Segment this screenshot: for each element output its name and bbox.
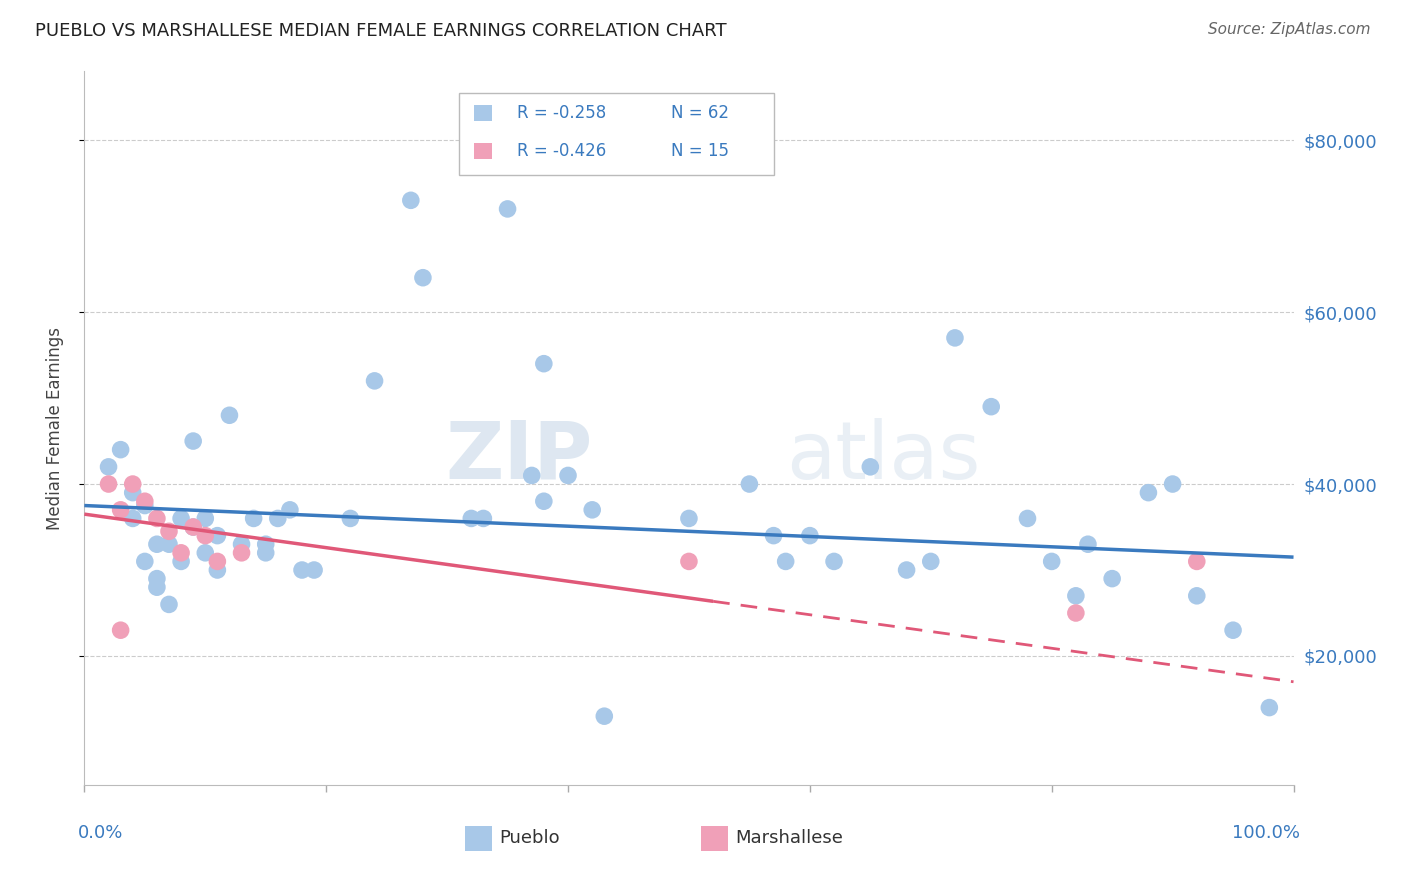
Point bbox=[170, 546, 193, 560]
Point bbox=[859, 459, 882, 474]
Text: 100.0%: 100.0% bbox=[1232, 824, 1299, 842]
Point bbox=[339, 511, 361, 525]
Point bbox=[121, 477, 143, 491]
Point bbox=[134, 554, 156, 568]
FancyBboxPatch shape bbox=[474, 144, 492, 159]
Point bbox=[170, 554, 193, 568]
Text: Marshallese: Marshallese bbox=[735, 830, 842, 847]
Text: R = -0.258: R = -0.258 bbox=[517, 103, 606, 121]
Point bbox=[267, 511, 290, 525]
Point bbox=[496, 202, 519, 216]
Point bbox=[581, 503, 603, 517]
Point bbox=[1040, 554, 1063, 568]
Point bbox=[823, 554, 845, 568]
Text: ZIP: ZIP bbox=[444, 417, 592, 496]
Point bbox=[170, 511, 193, 525]
Point bbox=[110, 503, 132, 517]
Point bbox=[399, 194, 422, 208]
Point bbox=[896, 563, 918, 577]
Point bbox=[1185, 589, 1208, 603]
Point bbox=[157, 537, 180, 551]
Point bbox=[1258, 700, 1281, 714]
Point bbox=[181, 520, 204, 534]
Point bbox=[207, 554, 229, 568]
Point bbox=[181, 520, 204, 534]
Point bbox=[278, 503, 301, 517]
Text: N = 62: N = 62 bbox=[671, 103, 728, 121]
Point bbox=[207, 528, 229, 542]
Point bbox=[134, 499, 156, 513]
Point bbox=[678, 511, 700, 525]
Point bbox=[110, 442, 132, 457]
Point bbox=[1064, 606, 1087, 620]
Point bbox=[146, 537, 169, 551]
FancyBboxPatch shape bbox=[465, 826, 492, 851]
Point bbox=[980, 400, 1002, 414]
Point bbox=[363, 374, 385, 388]
Point bbox=[291, 563, 314, 577]
Point bbox=[943, 331, 966, 345]
Point bbox=[472, 511, 495, 525]
Point bbox=[1185, 554, 1208, 568]
Text: atlas: atlas bbox=[786, 417, 980, 496]
Point bbox=[799, 528, 821, 542]
Text: Source: ZipAtlas.com: Source: ZipAtlas.com bbox=[1208, 22, 1371, 37]
Point bbox=[194, 546, 217, 560]
Point bbox=[557, 468, 579, 483]
Point bbox=[157, 598, 180, 612]
Point bbox=[775, 554, 797, 568]
Point bbox=[231, 546, 253, 560]
Point bbox=[678, 554, 700, 568]
Point bbox=[254, 546, 277, 560]
FancyBboxPatch shape bbox=[474, 105, 492, 120]
Y-axis label: Median Female Earnings: Median Female Earnings bbox=[45, 326, 63, 530]
Point bbox=[254, 537, 277, 551]
Point bbox=[1077, 537, 1099, 551]
Point bbox=[520, 468, 543, 483]
Point bbox=[1222, 624, 1244, 638]
Point bbox=[194, 528, 217, 542]
Point bbox=[593, 709, 616, 723]
Point bbox=[1137, 485, 1160, 500]
Point bbox=[302, 563, 325, 577]
Point bbox=[1017, 511, 1039, 525]
Point bbox=[762, 528, 785, 542]
Point bbox=[194, 511, 217, 525]
Point bbox=[1064, 589, 1087, 603]
Text: N = 15: N = 15 bbox=[671, 143, 728, 161]
Point bbox=[181, 434, 204, 448]
Point bbox=[207, 563, 229, 577]
Point bbox=[533, 494, 555, 508]
Point bbox=[738, 477, 761, 491]
Point bbox=[218, 409, 240, 423]
Point bbox=[1161, 477, 1184, 491]
Point bbox=[97, 459, 120, 474]
Point bbox=[412, 270, 434, 285]
Point bbox=[121, 485, 143, 500]
Point bbox=[134, 494, 156, 508]
Point bbox=[146, 580, 169, 594]
Point bbox=[157, 524, 180, 539]
Point bbox=[110, 624, 132, 638]
Text: Pueblo: Pueblo bbox=[499, 830, 560, 847]
Text: PUEBLO VS MARSHALLESE MEDIAN FEMALE EARNINGS CORRELATION CHART: PUEBLO VS MARSHALLESE MEDIAN FEMALE EARN… bbox=[35, 22, 727, 40]
Point bbox=[920, 554, 942, 568]
FancyBboxPatch shape bbox=[702, 826, 728, 851]
Point bbox=[146, 511, 169, 525]
Text: 0.0%: 0.0% bbox=[79, 824, 124, 842]
Text: R = -0.426: R = -0.426 bbox=[517, 143, 606, 161]
Point bbox=[146, 572, 169, 586]
FancyBboxPatch shape bbox=[460, 93, 773, 175]
Point bbox=[121, 511, 143, 525]
Point bbox=[1101, 572, 1123, 586]
Point bbox=[231, 537, 253, 551]
Point bbox=[533, 357, 555, 371]
Point bbox=[97, 477, 120, 491]
Point bbox=[460, 511, 482, 525]
Point bbox=[242, 511, 264, 525]
